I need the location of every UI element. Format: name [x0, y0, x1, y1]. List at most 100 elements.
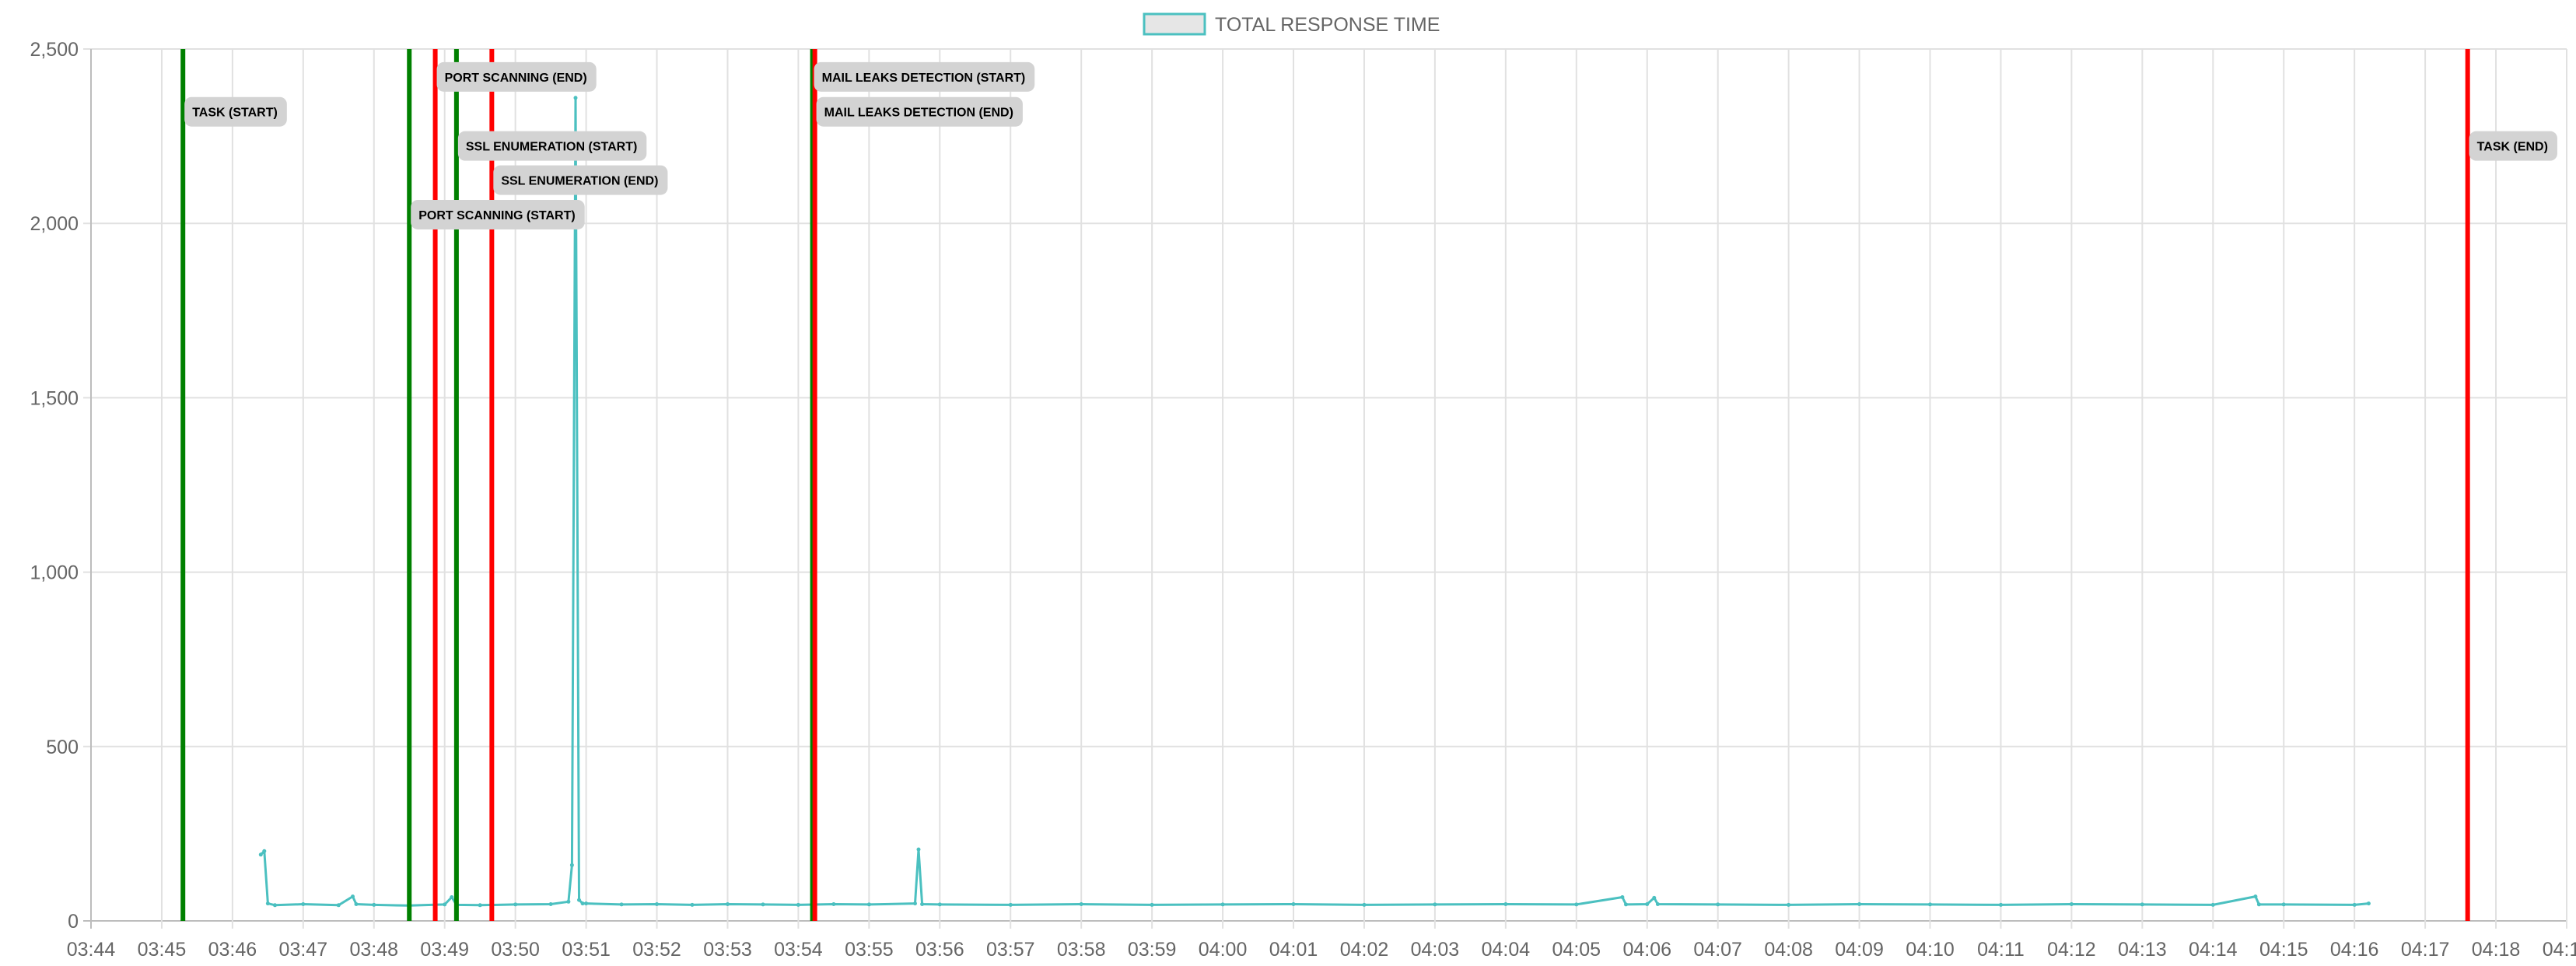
- legend-label: TOTAL RESPONSE TIME: [1215, 14, 1440, 36]
- y-tick-label: 1,000: [30, 562, 79, 584]
- data-point: [548, 902, 553, 906]
- data-point: [1716, 902, 1720, 907]
- x-tick-label: 04:06: [1622, 939, 1671, 961]
- data-point: [916, 847, 921, 852]
- x-tick-label: 03:58: [1057, 939, 1106, 961]
- data-point: [566, 899, 571, 904]
- annotation-label: PORT SCANNING (END): [445, 72, 587, 85]
- annotation-label: TASK (START): [192, 107, 278, 120]
- data-point: [761, 902, 765, 907]
- data-point: [372, 902, 376, 907]
- x-tick-label: 04:16: [2330, 939, 2379, 961]
- annotation-label-box: [436, 61, 597, 92]
- grid-lines: [83, 48, 2567, 929]
- x-tick-label: 04:19: [2543, 939, 2576, 961]
- x-axis: 03:44 03:45 03:46 03:47 03:48 03:49 03:50 03:51…: [67, 939, 2576, 961]
- x-tick-label: 03:51: [562, 939, 611, 961]
- annotation-label-box: [816, 96, 1023, 127]
- x-tick-label: 03:49: [420, 939, 469, 961]
- x-tick-label: 04:02: [1340, 939, 1389, 961]
- data-point: [2253, 894, 2258, 899]
- x-tick-label: 04:01: [1269, 939, 1318, 961]
- data-point: [2069, 902, 2074, 906]
- x-tick-label: 04:14: [2189, 939, 2238, 961]
- x-tick-label: 03:59: [1128, 939, 1177, 961]
- data-point: [265, 901, 270, 906]
- data-point: [1999, 902, 2003, 907]
- x-tick-label: 03:54: [774, 939, 823, 961]
- annotation-label: SSL ENUMERATION (END): [501, 175, 658, 188]
- x-tick-label: 04:00: [1199, 939, 1248, 961]
- data-point: [443, 902, 447, 907]
- data-point: [2140, 902, 2144, 907]
- data-point: [301, 902, 306, 906]
- data-point: [2281, 902, 2286, 907]
- legend[interactable]: TOTAL RESPONSE TIME: [1143, 12, 1440, 36]
- data-point: [1787, 902, 1791, 907]
- legend-swatch: [1143, 12, 1206, 36]
- annotation-label-box: [184, 96, 287, 127]
- annotation-label-box: [814, 61, 1035, 92]
- x-tick-label: 03:50: [491, 939, 540, 961]
- data-point: [351, 894, 355, 899]
- data-point: [1928, 902, 1932, 907]
- x-tick-label: 03:56: [915, 939, 964, 961]
- y-tick-label: 2,500: [30, 39, 79, 61]
- x-tick-label: 04:10: [1906, 939, 1955, 961]
- annotation-label: PORT SCANNING (START): [418, 209, 575, 222]
- x-tick-label: 04:05: [1552, 939, 1601, 961]
- annotation-label-box: [2469, 131, 2557, 161]
- annotation-line-layer: [180, 49, 2470, 921]
- data-point: [336, 903, 341, 908]
- data-point: [1624, 902, 1628, 907]
- data-point: [258, 852, 263, 857]
- y-tick-label: 500: [46, 737, 79, 758]
- data-point: [2366, 901, 2371, 906]
- annotation-label: TASK (END): [2477, 141, 2548, 154]
- data-point: [1150, 902, 1154, 907]
- data-point: [937, 902, 942, 907]
- x-tick-label: 04:15: [2259, 939, 2308, 961]
- data-point: [2256, 902, 2261, 907]
- annotation-label-layer: TASK (START) PORT SCANNING (START) PORT SC…: [184, 61, 2557, 229]
- data-point: [920, 902, 925, 906]
- data-point: [1079, 902, 1083, 906]
- data-point: [796, 902, 800, 907]
- data-point: [726, 902, 730, 906]
- x-tick-label: 04:07: [1693, 939, 1742, 961]
- data-point: [573, 96, 578, 100]
- series-total-response-time: [258, 96, 2371, 908]
- data-point: [1433, 902, 1437, 907]
- data-point: [1655, 902, 1660, 906]
- x-tick-label: 03:45: [138, 939, 187, 961]
- x-tick-label: 04:04: [1482, 939, 1531, 961]
- y-tick-label: 0: [68, 911, 79, 933]
- x-tick-label: 03:46: [208, 939, 257, 961]
- data-point: [262, 849, 267, 853]
- data-point: [619, 902, 624, 907]
- x-tick-label: 03:53: [703, 939, 752, 961]
- data-point: [478, 903, 482, 908]
- data-point: [1503, 902, 1508, 906]
- data-point: [1008, 902, 1013, 907]
- data-point: [569, 863, 574, 867]
- x-tick-label: 04:11: [1977, 939, 2025, 961]
- data-point: [2210, 902, 2215, 907]
- data-point: [584, 901, 589, 906]
- x-tick-label: 04:12: [2047, 939, 2096, 961]
- data-point: [1362, 902, 1367, 907]
- x-tick-label: 03:48: [349, 939, 398, 961]
- annotation-label-box: [493, 165, 668, 195]
- x-tick-label: 04:17: [2401, 939, 2450, 961]
- x-tick-label: 03:47: [279, 939, 328, 961]
- data-point: [273, 903, 277, 908]
- y-axis: 0 500 1,000 1,500 2,000 2,500: [30, 39, 79, 933]
- data-point: [2352, 902, 2357, 907]
- data-point: [1645, 902, 1650, 906]
- data-point: [655, 902, 659, 906]
- x-tick-label: 03:57: [986, 939, 1035, 961]
- annotation-lines: TASK (START) PORT SCANNING (START) PORT SC…: [180, 49, 2557, 921]
- x-tick-label: 04:13: [2118, 939, 2167, 961]
- data-point: [580, 901, 585, 906]
